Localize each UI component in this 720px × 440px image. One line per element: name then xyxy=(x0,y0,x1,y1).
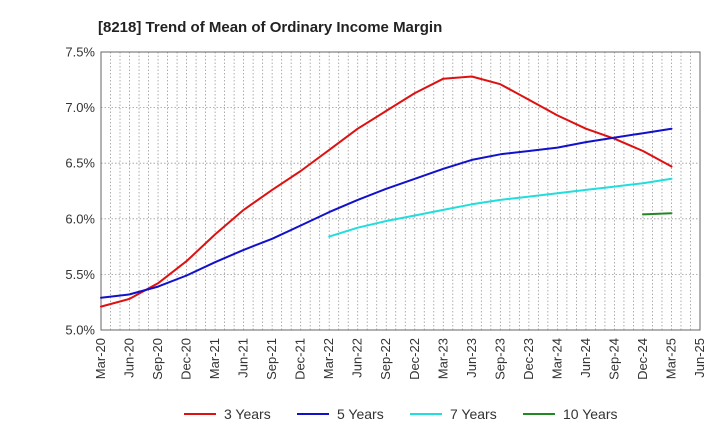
x-tick-label: Mar-21 xyxy=(207,338,222,379)
series-line-3-years xyxy=(100,75,673,308)
axes: 5.0% 5.5% 6.0% 6.5% 7.0% 7.5% Mar-20 Jun-20 Sep-… xyxy=(65,45,707,380)
x-tick-label: Dec-21 xyxy=(293,338,308,380)
chart-title: [8218] Trend of Mean of Ordinary Income … xyxy=(98,19,442,36)
y-tick-label: 7.0% xyxy=(65,100,95,115)
y-tick-label: 6.5% xyxy=(65,156,95,171)
x-tick-label: Jun-20 xyxy=(122,338,137,378)
plot-area xyxy=(101,52,700,330)
legend-label-3-years: 3 Years xyxy=(224,406,271,422)
x-tick-label: Jun-25 xyxy=(692,338,707,378)
legend-label-5-years: 5 Years xyxy=(337,406,384,422)
x-tick-label: Mar-20 xyxy=(93,338,108,379)
y-tick-label: 5.5% xyxy=(65,267,95,282)
plot-border xyxy=(100,51,701,331)
x-tick-label: Sep-24 xyxy=(606,338,621,380)
series-line-5-years xyxy=(100,127,673,299)
x-tick-label: Dec-20 xyxy=(179,338,194,380)
series-line-7-years xyxy=(328,177,673,238)
x-tick-label: Jun-21 xyxy=(236,338,251,378)
x-tick-label: Dec-24 xyxy=(635,338,650,380)
x-tick-label: Dec-22 xyxy=(407,338,422,380)
x-tick-label: Sep-20 xyxy=(150,338,165,380)
x-tick-label: Jun-22 xyxy=(350,338,365,378)
x-tick-label: Sep-21 xyxy=(264,338,279,380)
x-tick-label: Mar-25 xyxy=(663,338,678,379)
y-tick-label: 7.5% xyxy=(65,45,95,60)
x-tick-label: Dec-23 xyxy=(521,338,536,380)
legend: 3 Years 5 Years 7 Years 10 Years xyxy=(184,406,618,422)
legend-label-7-years: 7 Years xyxy=(450,406,497,422)
series-lines xyxy=(100,75,673,308)
x-tick-label: Sep-22 xyxy=(378,338,393,380)
x-tick-label: Mar-22 xyxy=(321,338,336,379)
x-tick-label: Mar-23 xyxy=(435,338,450,379)
legend-label-10-years: 10 Years xyxy=(563,406,618,422)
series-line-10-years xyxy=(642,212,673,216)
y-tick-label: 6.0% xyxy=(65,211,95,226)
x-tick-label: Jun-23 xyxy=(464,338,479,378)
y-tick-label: 5.0% xyxy=(65,323,95,338)
x-tick-label: Mar-24 xyxy=(549,338,564,379)
x-tick-label: Sep-23 xyxy=(492,338,507,380)
x-tick-label: Jun-24 xyxy=(578,338,593,378)
